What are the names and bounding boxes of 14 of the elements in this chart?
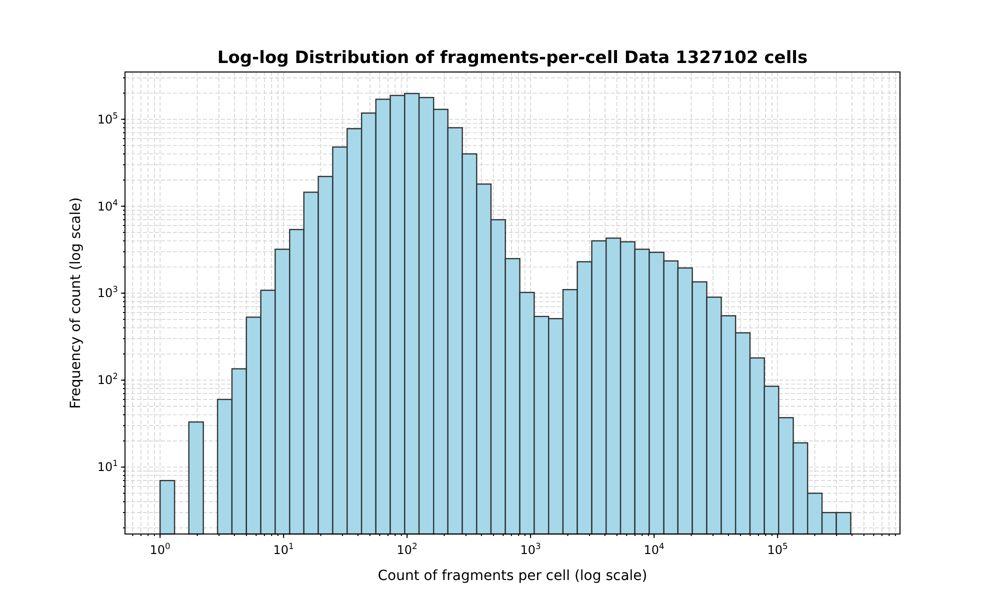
y-tick-label: 10$^{2}$ bbox=[97, 371, 118, 388]
chart-title: Log-log Distribution of fragments-per-cell Data 1327102 cells bbox=[217, 48, 808, 68]
x-tick-label: 10$^{0}$ bbox=[150, 541, 170, 557]
y-axis-title: Frequency of count (log scale) bbox=[68, 197, 84, 409]
y-tick-label: 10$^{1}$ bbox=[97, 458, 118, 474]
x-tick-label: 10$^{4}$ bbox=[644, 541, 664, 557]
x-tick-label: 10$^{2}$ bbox=[396, 541, 418, 557]
x-axis-title: Count of fragments per cell (log scale) bbox=[378, 568, 648, 584]
y-tick-label: 10$^{3}$ bbox=[97, 284, 118, 300]
y-tick-label: 10$^{5}$ bbox=[97, 110, 118, 126]
y-tick-label: 10$^{4}$ bbox=[97, 197, 118, 214]
x-tick-label: 10$^{5}$ bbox=[767, 541, 788, 557]
x-tick-label: 10$^{3}$ bbox=[520, 541, 541, 557]
x-tick-label: 10$^{1}$ bbox=[273, 541, 294, 557]
